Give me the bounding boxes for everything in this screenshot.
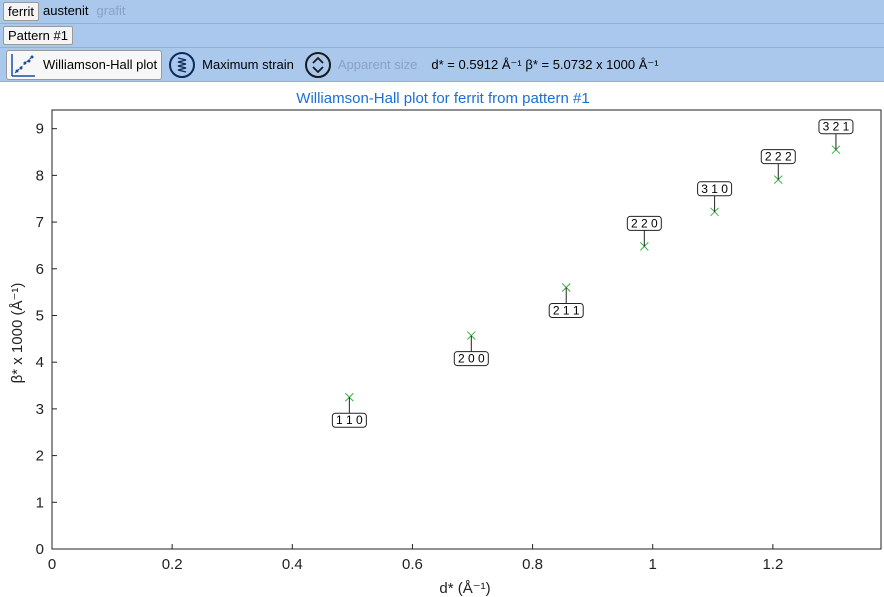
hkl-label-box — [760, 149, 796, 165]
plot-frame — [51, 109, 882, 550]
hkl-label-box — [548, 302, 584, 318]
y-tick-label: 5 — [36, 307, 44, 324]
resize-icon — [304, 51, 332, 79]
phase-tab-austenit[interactable]: austenit — [43, 3, 89, 18]
apparent-size-button[interactable]: Apparent size — [302, 50, 422, 80]
y-tick-label: 4 — [36, 354, 44, 371]
phase-tab-bar: ferrit austenit grafit — [0, 0, 884, 24]
cursor-readout: d* = 0.5912 Å⁻¹ β* = 5.0732 x 1000 Å⁻¹ — [431, 56, 659, 72]
x-tick-label: 0.4 — [282, 556, 303, 573]
x-tick-label: 0.6 — [402, 556, 423, 573]
y-tick-label: 2 — [36, 448, 44, 465]
hkl-label: 3 1 0 — [701, 182, 728, 196]
pattern-tab-1[interactable]: Pattern #1 — [3, 26, 73, 45]
williamson-hall-label: Williamson-Hall plot — [43, 57, 158, 72]
x-tick-label: 1.2 — [762, 556, 783, 573]
hkl-label-box — [626, 215, 662, 231]
y-tick-label: 6 — [36, 261, 44, 278]
williamson-hall-button[interactable]: Williamson-Hall plot — [6, 49, 163, 80]
hkl-label-box — [818, 119, 854, 135]
hkl-label: 1 1 0 — [336, 413, 363, 427]
toolbar: Williamson-Hall plot Maximum strain Appa… — [0, 48, 884, 82]
hkl-label-box — [331, 412, 367, 428]
data-point — [773, 175, 783, 184]
hkl-label: 2 2 2 — [765, 150, 792, 164]
hkl-label-box — [697, 181, 733, 197]
x-tick-label: 0.2 — [162, 556, 183, 573]
y-tick-label: 9 — [36, 121, 44, 138]
spring-icon — [168, 51, 196, 79]
hkl-label: 2 2 0 — [631, 216, 658, 230]
x-tick-label: 1 — [649, 556, 657, 573]
y-tick-label: 0 — [36, 541, 44, 558]
apparent-size-label: Apparent size — [337, 57, 418, 72]
y-axis-label: β* x 1000 (Å⁻¹) — [9, 283, 26, 384]
y-tick-label: 1 — [36, 494, 44, 511]
hkl-label: 2 0 0 — [458, 352, 485, 366]
x-tick-label: 0.8 — [522, 556, 543, 573]
plot-area: 0 0.2 0.4 0.6 0.8 1 1.2 0 1 2 3 4 5 6 7 8 9 1 1 0 2 0 0 2 1… — [36, 109, 882, 573]
hkl-label: 3 2 1 — [823, 120, 850, 134]
phase-tab-ferrit[interactable]: ferrit — [3, 2, 39, 21]
y-tick-label: 8 — [36, 167, 44, 184]
chart-title: Williamson-Hall plot for ferrit from pat… — [296, 90, 589, 107]
williamson-hall-chart[interactable]: Williamson-Hall plot for ferrit from pat… — [0, 83, 884, 597]
scatter-plot-icon — [9, 51, 37, 79]
maximum-strain-button[interactable]: Maximum strain — [166, 50, 298, 80]
hkl-label: 2 1 1 — [553, 303, 580, 317]
maximum-strain-label: Maximum strain — [202, 57, 294, 72]
x-axis-label: d* (Å⁻¹) — [439, 580, 490, 597]
y-tick-label: 7 — [36, 214, 44, 231]
x-tick-label: 0 — [48, 556, 56, 573]
hkl-label-box — [453, 351, 489, 367]
pattern-tab-bar: Pattern #1 — [0, 24, 884, 48]
phase-tab-grafit: grafit — [96, 3, 126, 18]
y-tick-label: 3 — [36, 401, 44, 418]
